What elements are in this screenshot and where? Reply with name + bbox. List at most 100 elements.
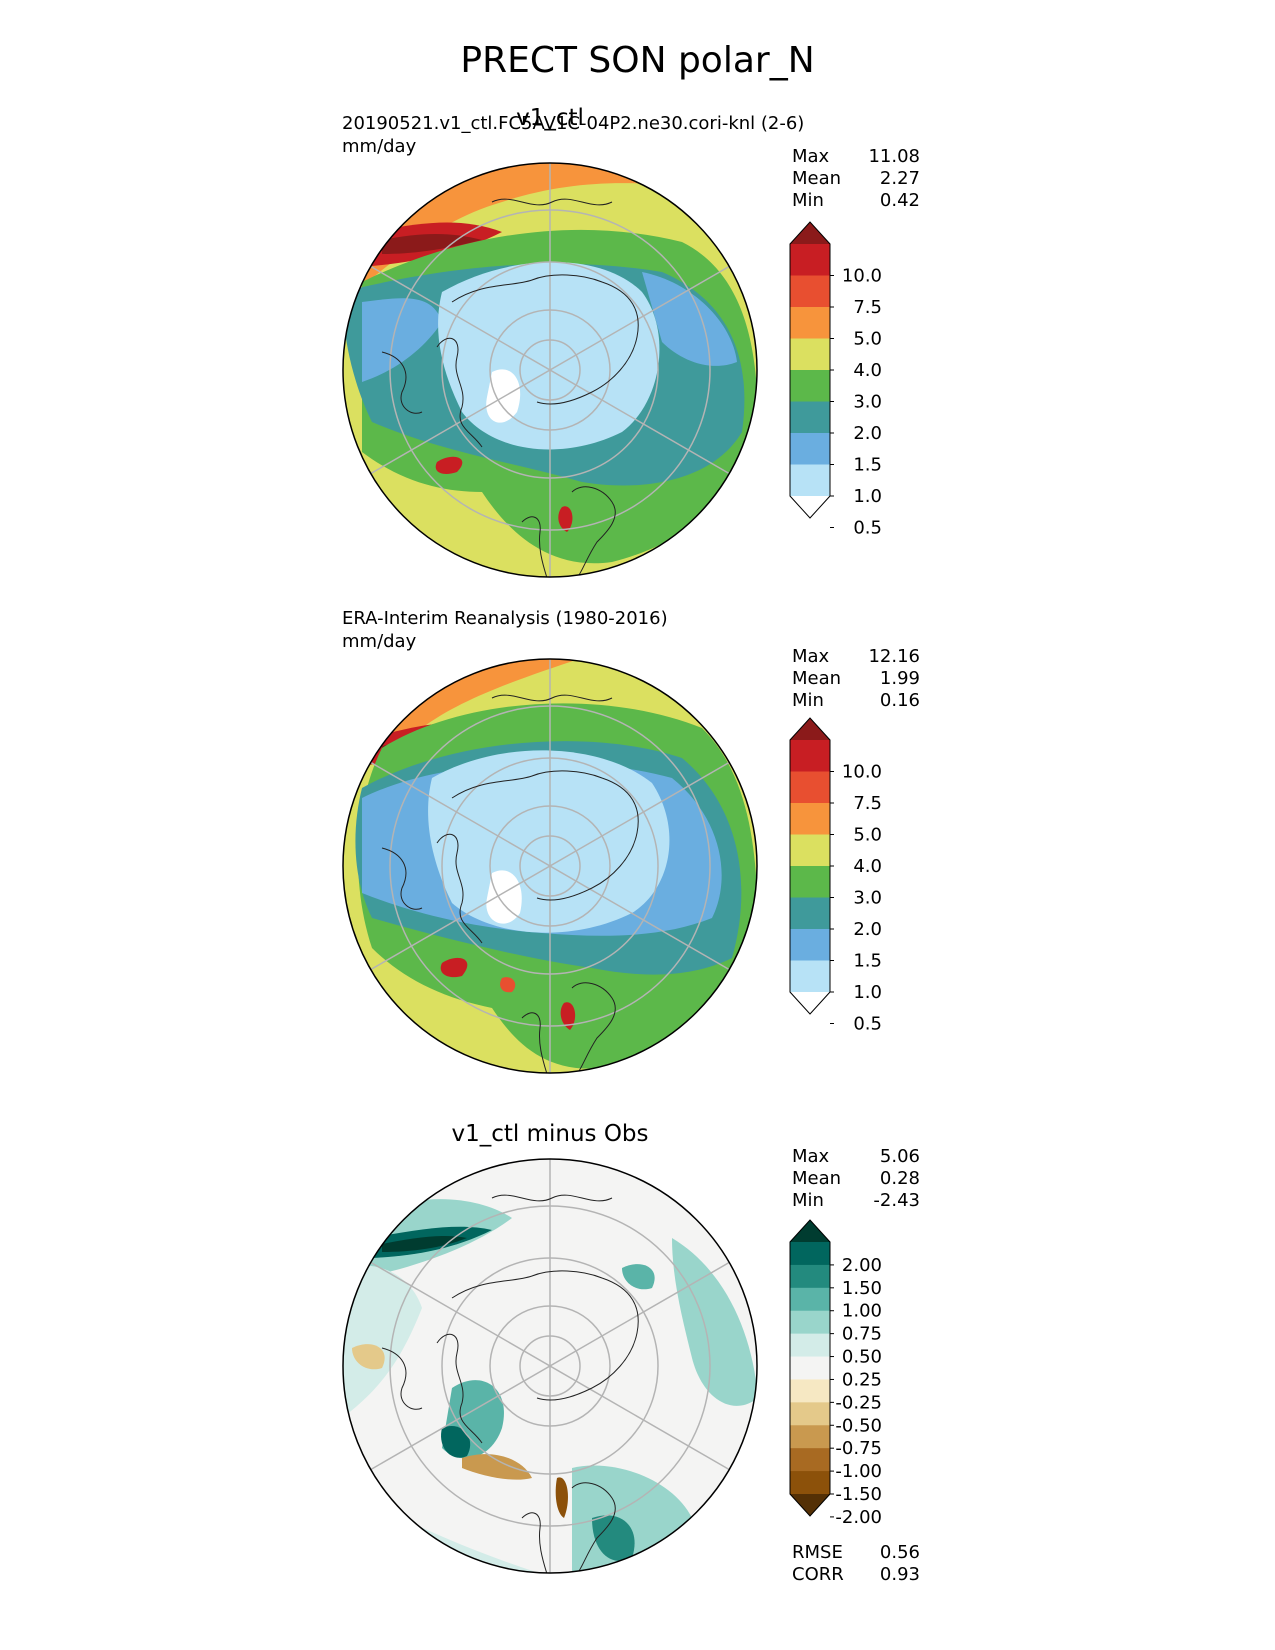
stat-value: 0.42 <box>879 190 920 211</box>
colorbar-tick-label: 1.0 <box>853 486 882 507</box>
panel1-polar-map <box>342 162 758 578</box>
stat-value: 0.16 <box>879 690 920 711</box>
colorbar-swatch <box>790 401 830 434</box>
stat-label: Max <box>792 646 830 667</box>
stat-label: Mean <box>792 168 842 189</box>
stat-label: Max <box>792 146 830 167</box>
stat-label: Min <box>792 690 824 711</box>
colorbar-extend-top <box>790 1220 830 1242</box>
colorbar-swatch <box>790 929 830 961</box>
colorbar-tick-label: -1.00 <box>835 1461 882 1482</box>
colorbar-extend-bottom <box>790 1494 830 1516</box>
colorbar-tick-label: -0.75 <box>835 1438 882 1459</box>
colorbar-tick-label: 2.00 <box>842 1255 882 1276</box>
panel3-metrics: RMSE 0.56 CORR 0.93 <box>792 1542 920 1586</box>
colorbar-swatch <box>790 1448 830 1472</box>
stat-value: 11.08 <box>868 146 920 167</box>
colorbar-tick-label: 7.5 <box>853 297 882 318</box>
colorbar-tick-label: -2.00 <box>835 1507 882 1528</box>
panel2-stats: Max 12.16 Mean 1.99 Min 0.16 <box>792 646 920 712</box>
colorbar-tick-label: 5.0 <box>853 825 882 846</box>
stat-value: 12.16 <box>868 646 920 667</box>
colorbar-swatch <box>790 1402 830 1426</box>
panel1-colorbar: 10.0 7.5 5.0 4.0 3.0 2.0 1.5 1.0 0.5 <box>789 221 882 539</box>
colorbar-tick-label: 0.5 <box>853 518 882 539</box>
colorbar-tick-label: -0.50 <box>835 1415 882 1436</box>
colorbar-tick-label: 2.0 <box>853 919 882 940</box>
colorbar-tick-label: 4.0 <box>853 856 882 877</box>
colorbar-swatch <box>790 1264 830 1289</box>
panel1-run-label: 20190521.v1_ctl.FC5AV1C-04P2.ne30.cori-k… <box>342 113 805 134</box>
metric-value: 0.93 <box>879 1564 920 1585</box>
colorbar-extend-bottom <box>790 992 830 1014</box>
colorbar-extend-bottom <box>790 496 830 518</box>
colorbar-tick-label: -0.25 <box>835 1392 882 1413</box>
colorbar-swatch <box>790 244 830 276</box>
colorbar-swatch <box>790 338 830 371</box>
panel1-title: v1_ctl <box>516 105 584 131</box>
colorbar-swatch <box>790 803 830 835</box>
stat-value: 1.99 <box>879 668 920 689</box>
colorbar-swatch <box>790 1471 830 1495</box>
colorbar-tick-label: 2.0 <box>853 423 882 444</box>
stat-value: 2.27 <box>879 168 920 189</box>
colorbar-swatch <box>790 464 830 497</box>
colorbar-extend-top <box>790 222 830 244</box>
panel2-run-label: ERA-Interim Reanalysis (1980-2016) <box>342 608 668 629</box>
colorbar-tick-label: 7.5 <box>853 793 882 814</box>
panel1-stats: Max 11.08 Mean 2.27 Min 0.42 <box>792 146 920 212</box>
colorbar-tick-label: 3.0 <box>853 392 882 413</box>
panel3-colorbar: 2.001.501.000.750.500.25-0.25-0.50-0.75-… <box>789 1219 882 1528</box>
panel2-units: mm/day <box>342 631 417 652</box>
colorbar-tick-label: 3.0 <box>853 888 882 909</box>
metric-label: CORR <box>792 1564 844 1585</box>
colorbar-extend-top <box>790 718 830 740</box>
colorbar-tick-label: 0.50 <box>842 1347 882 1368</box>
metric-label: RMSE <box>792 1542 843 1563</box>
colorbar-tick-label: 1.00 <box>842 1301 882 1322</box>
panel1-units: mm/day <box>342 136 417 157</box>
colorbar-swatch <box>790 307 830 339</box>
colorbar-swatch <box>790 433 830 465</box>
stat-value: 5.06 <box>879 1146 920 1167</box>
colorbar-tick-label: 0.75 <box>842 1324 882 1345</box>
colorbar-tick-label: 1.5 <box>853 951 882 972</box>
stat-label: Mean <box>792 668 842 689</box>
stat-label: Min <box>792 190 824 211</box>
colorbar-swatch <box>790 1356 830 1380</box>
colorbar-tick-label: 4.0 <box>853 360 882 381</box>
panel3-stats: Max 5.06 Mean 0.28 Min -2.43 <box>792 1146 920 1212</box>
colorbar-swatch <box>790 771 830 804</box>
colorbar-swatch <box>790 866 830 898</box>
panel2-polar-map <box>342 658 758 1074</box>
panel2-colorbar: 10.0 7.5 5.0 4.0 3.0 2.0 1.5 1.0 0.5 <box>789 717 882 1035</box>
colorbar-swatch <box>790 960 830 993</box>
colorbar-tick-label: -1.50 <box>835 1484 882 1505</box>
stat-value: -2.43 <box>873 1190 920 1211</box>
panel3-polar-map <box>342 1158 758 1574</box>
colorbar-swatch <box>790 370 830 402</box>
stat-value: 0.28 <box>879 1168 920 1189</box>
stat-label: Min <box>792 1190 824 1211</box>
colorbar-tick-label: 1.0 <box>853 982 882 1003</box>
colorbar-tick-label: 5.0 <box>853 329 882 350</box>
colorbar-tick-label: 1.50 <box>842 1278 882 1299</box>
colorbar-swatch <box>790 897 830 930</box>
colorbar-swatch <box>790 834 830 867</box>
metric-value: 0.56 <box>879 1542 920 1563</box>
colorbar-swatch <box>790 1242 830 1266</box>
colorbar-swatch <box>790 1379 830 1403</box>
colorbar-swatch <box>790 1287 830 1312</box>
colorbar-swatch <box>790 1310 830 1335</box>
stat-label: Mean <box>792 1168 842 1189</box>
stat-label: Max <box>792 1146 830 1167</box>
colorbar-tick-label: 1.5 <box>853 455 882 476</box>
figure-title: PRECT SON polar_N <box>460 40 815 81</box>
colorbar-tick-label: 10.0 <box>842 762 882 783</box>
colorbar-swatch <box>790 1425 830 1449</box>
panel3-title: v1_ctl minus Obs <box>451 1121 649 1147</box>
colorbar-swatch <box>790 1333 830 1358</box>
colorbar-swatch <box>790 740 830 772</box>
colorbar-tick-label: 0.25 <box>842 1369 882 1390</box>
colorbar-swatch <box>790 275 830 308</box>
